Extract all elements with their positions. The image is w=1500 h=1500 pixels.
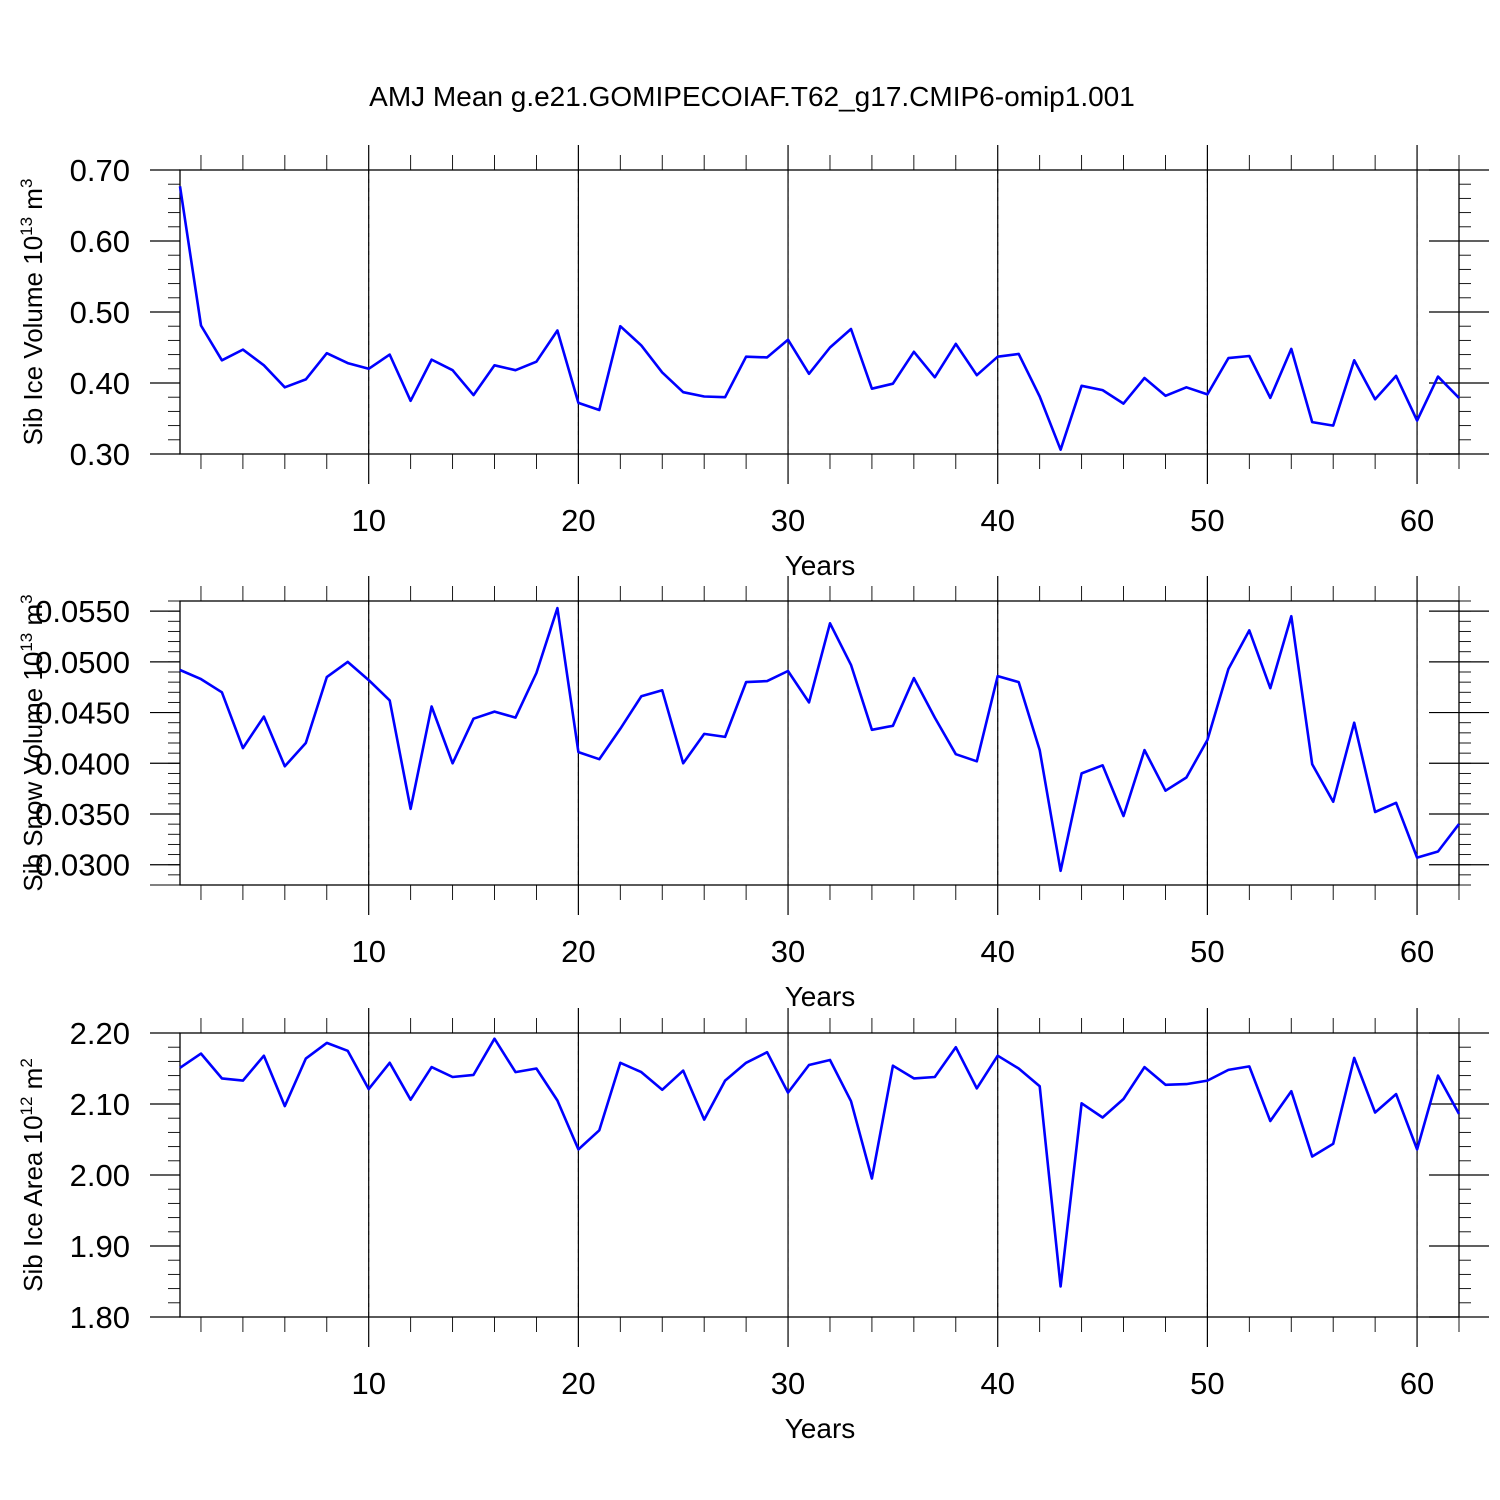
x-tick-label: 30	[771, 503, 805, 538]
y-axis-title: Sib Ice Volume 1013 m3	[17, 179, 48, 446]
y-tick-label: 0.0350	[35, 797, 130, 832]
series-line	[179, 1037, 1461, 1288]
y-tick-label: 0.0300	[35, 848, 130, 883]
x-tick-label: 10	[351, 1366, 385, 1401]
y-tick-label: 2.00	[70, 1158, 130, 1193]
x-tick-label: 60	[1400, 503, 1434, 538]
y-tick-label: 0.40	[70, 366, 130, 401]
x-tick-label: 30	[771, 934, 805, 969]
x-axis-title: Years	[785, 981, 856, 1012]
y-tick-label: 0.50	[70, 295, 130, 330]
y-tick-label: 0.0550	[35, 594, 130, 629]
y-axis-title: Sib Ice Area 1012 m2	[17, 1058, 48, 1292]
y-tick-label: 1.80	[70, 1300, 130, 1335]
x-tick-label: 30	[771, 1366, 805, 1401]
x-tick-label: 20	[561, 934, 595, 969]
plot-frame	[179, 169, 1460, 455]
x-axis-title: Years	[785, 1413, 856, 1444]
x-tick-label: 10	[351, 503, 385, 538]
figure-title: AMJ Mean g.e21.GOMIPECOIAF.T62_g17.CMIP6…	[369, 81, 1135, 112]
y-tick-label: 0.60	[70, 224, 130, 259]
x-tick-label: 50	[1190, 1366, 1224, 1401]
y-tick-label: 0.30	[70, 437, 130, 472]
plot-frame	[179, 600, 1460, 886]
chart-panel-2: 0.0300 0.0350 0.0400 0.0450 0.0500 0.0550 10 20…	[17, 576, 1489, 1012]
y-tick-label: 2.20	[70, 1016, 130, 1051]
x-tick-label: 40	[980, 1366, 1014, 1401]
y-tick-label: 1.90	[70, 1229, 130, 1264]
chart-panel-3: 1.80 1.90 2.00 2.10 2.20 10 20 30 40 50 60 Years Sib…	[17, 1008, 1489, 1444]
y-tick-label: 0.0400	[35, 746, 130, 781]
series-line	[179, 606, 1461, 873]
chart-panel-1: 0.30 0.40 0.50 0.60 0.70 10 20 30 40 50 60 Years Sib…	[17, 145, 1489, 581]
y-axis-title: Sib Snow Volume 1013 m3	[17, 594, 48, 891]
x-tick-label: 50	[1190, 503, 1224, 538]
x-tick-label: 40	[980, 503, 1014, 538]
y-tick-label: 2.10	[70, 1087, 130, 1122]
x-tick-label: 20	[561, 503, 595, 538]
y-tick-label: 0.0500	[35, 645, 130, 680]
x-tick-label: 60	[1400, 934, 1434, 969]
plot-frame	[179, 1032, 1460, 1318]
x-axis-title: Years	[785, 550, 856, 581]
y-tick-label: 0.70	[70, 153, 130, 188]
x-tick-label: 40	[980, 934, 1014, 969]
x-tick-label: 20	[561, 1366, 595, 1401]
y-tick-label: 0.0450	[35, 696, 130, 731]
x-tick-label: 60	[1400, 1366, 1434, 1401]
x-tick-label: 50	[1190, 934, 1224, 969]
x-tick-label: 10	[351, 934, 385, 969]
series-line	[178, 186, 1460, 452]
